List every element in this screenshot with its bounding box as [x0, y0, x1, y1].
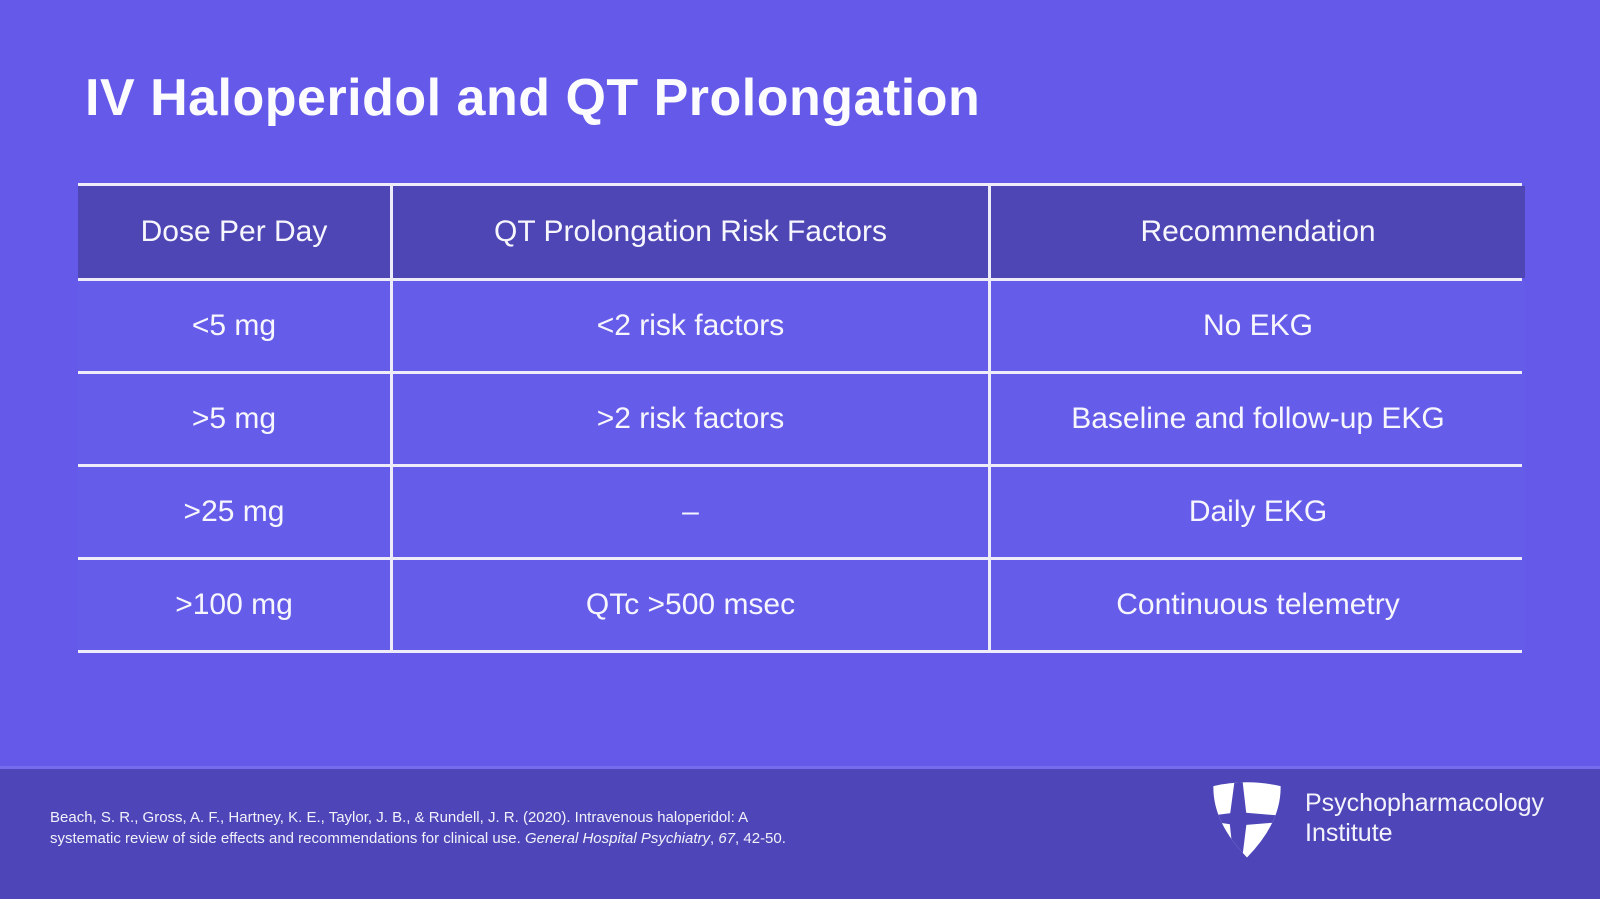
- table-cell: >25 mg: [78, 467, 390, 557]
- citation-part: Beach, S. R., Gross, A. F., Hartney, K. …: [50, 809, 748, 847]
- table-cell: No EKG: [991, 281, 1525, 371]
- citation-text: Beach, S. R., Gross, A. F., Hartney, K. …: [50, 807, 790, 849]
- logo-line2: Institute: [1305, 819, 1393, 847]
- citation-journal: General Hospital Psychiatry: [524, 830, 711, 847]
- table-header-dose: Dose Per Day: [78, 186, 390, 278]
- logo-text: Psychopharmacology Institute: [1305, 788, 1544, 848]
- table-cell: >5 mg: [78, 374, 390, 464]
- page-title: IV Haloperidol and QT Prolongation: [85, 69, 981, 127]
- dosing-table: Dose Per Day QT Prolongation Risk Factor…: [78, 183, 1525, 653]
- citation-part: ,: [710, 830, 719, 847]
- table-cell: –: [393, 467, 988, 557]
- table-header-risk-factors: QT Prolongation Risk Factors: [393, 186, 988, 278]
- table-cell: >2 risk factors: [393, 374, 988, 464]
- citation-volume: 67: [718, 830, 736, 847]
- table-cell: <2 risk factors: [393, 281, 988, 371]
- table-header-recommendation: Recommendation: [991, 186, 1525, 278]
- table-cell: Baseline and follow-up EKG: [991, 374, 1525, 464]
- shield-cross-icon: [1213, 782, 1281, 858]
- psychopharmacology-institute-logo: Psychopharmacology Institute: [1205, 775, 1544, 861]
- table-cell: QTc >500 msec: [393, 560, 988, 650]
- logo-line1: Psychopharmacology: [1305, 789, 1545, 817]
- table-cell: Continuous telemetry: [991, 560, 1525, 650]
- table-cell: <5 mg: [78, 281, 390, 371]
- table-cell: >100 mg: [78, 560, 390, 650]
- table-cell: Daily EKG: [991, 467, 1525, 557]
- citation-part: , 42-50.: [735, 830, 786, 847]
- footer-bar: Beach, S. R., Gross, A. F., Hartney, K. …: [0, 766, 1600, 899]
